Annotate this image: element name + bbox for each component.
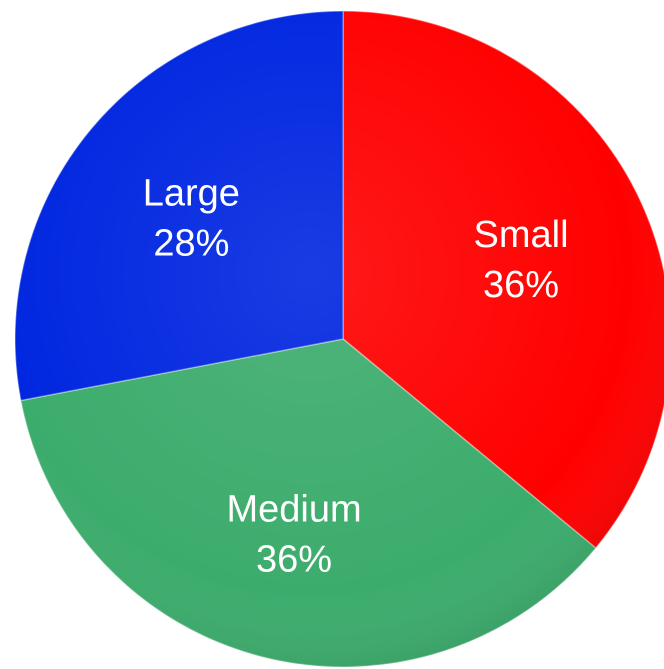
slice-label-medium: Medium 36%	[226, 489, 361, 581]
slices-layer	[14, 10, 664, 668]
slice-label-small: Small 36%	[474, 214, 569, 306]
slice-label-large: Large 28%	[143, 173, 240, 265]
slice-percent-medium: 36%	[256, 539, 332, 581]
slice-category-small: Small	[474, 214, 569, 256]
slice-category-large: Large	[143, 173, 240, 215]
slice-percent-large: 28%	[153, 223, 229, 265]
slice-percent-small: 36%	[483, 264, 559, 306]
labels-layer: Small 36% Medium 36% Large 28%	[143, 173, 569, 581]
slice-category-medium: Medium	[226, 489, 361, 531]
